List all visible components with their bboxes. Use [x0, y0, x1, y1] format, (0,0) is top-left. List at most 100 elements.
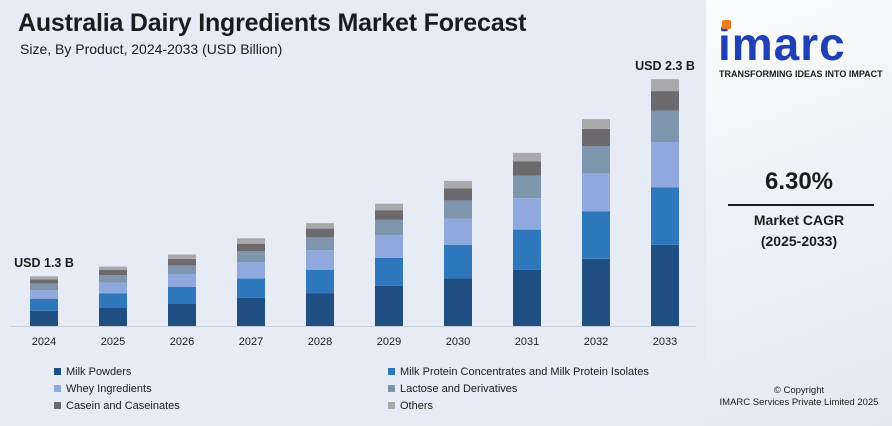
bar-2026-series-3 — [168, 265, 196, 275]
imarc-logo: imarc — [718, 20, 888, 67]
bar-2025-series-4 — [99, 269, 127, 276]
x-tick-label-2029: 2029 — [377, 336, 401, 348]
bar-2029-series-0 — [375, 285, 403, 326]
bar-2027-series-2 — [237, 262, 265, 279]
legend-swatch-0 — [54, 368, 61, 375]
bar-2026-series-4 — [168, 258, 196, 266]
legend-label-0: Milk Powders — [66, 365, 132, 378]
bar-2031-series-3 — [513, 175, 541, 199]
legend-label-2: Whey Ingredients — [66, 382, 152, 395]
bar-2033-series-5 — [651, 79, 679, 92]
bar-2027-series-0 — [237, 297, 265, 326]
cagr-divider — [728, 204, 874, 206]
bar-2026-series-5 — [168, 254, 196, 259]
cagr-value: 6.30% — [764, 168, 834, 195]
bar-2030-series-0 — [444, 278, 472, 326]
bar-2029-series-1 — [375, 257, 403, 286]
copyright-line-1: © Copyright — [773, 385, 825, 396]
bar-2025-series-0 — [99, 307, 127, 326]
chart-legend: Milk Powders Milk Protein Concentrates an… — [54, 364, 694, 413]
data-annotation-1: USD 2.3 B — [635, 59, 695, 73]
bar-2025-series-3 — [99, 275, 127, 283]
legend-label-3: Lactose and Derivatives — [400, 382, 518, 395]
bar-2024-series-3 — [30, 283, 58, 291]
x-tick-label-2032: 2032 — [584, 336, 608, 348]
bar-2024-series-4 — [30, 279, 58, 284]
bar-2033-series-1 — [651, 187, 679, 245]
bar-2028-series-0 — [306, 293, 334, 326]
chart-panel: Australia Dairy Ingredients Market Forec… — [0, 0, 706, 426]
bar-2031-series-0 — [513, 269, 541, 326]
bar-2031-series-5 — [513, 152, 541, 162]
bar-2028-series-2 — [306, 250, 334, 270]
legend-swatch-5 — [388, 402, 395, 409]
legend-item-3: Lactose and Derivatives — [388, 381, 688, 396]
x-tick-label-2028: 2028 — [308, 336, 332, 348]
legend-item-5: Others — [388, 398, 688, 413]
bar-2026-series-1 — [168, 287, 196, 304]
x-tick-label-2025: 2025 — [101, 336, 125, 348]
bar-2024-series-2 — [30, 290, 58, 299]
chart-title: Australia Dairy Ingredients Market Forec… — [18, 9, 527, 37]
bar-2030-series-5 — [444, 180, 472, 189]
bar-2031-series-1 — [513, 229, 541, 270]
cagr-period: (2025-2033) — [760, 233, 838, 249]
x-tick-label-2030: 2030 — [446, 336, 470, 348]
bar-2031-series-4 — [513, 161, 541, 176]
bar-2030-series-1 — [444, 244, 472, 279]
bar-2028-series-1 — [306, 269, 334, 294]
x-tick-label-2033: 2033 — [653, 336, 677, 348]
logo-dot — [722, 20, 731, 29]
brand-tagline: TRANSFORMING IDEAS INTO IMPACT — [719, 69, 883, 79]
x-tick-label-2024: 2024 — [32, 336, 56, 348]
legend-item-0: Milk Powders — [54, 364, 388, 379]
legend-label-1: Milk Protein Concentrates and Milk Prote… — [400, 365, 649, 378]
bar-2024-series-5 — [30, 276, 58, 280]
bar-2030-series-2 — [444, 218, 472, 245]
bar-2032-series-3 — [582, 146, 610, 174]
bar-2024-series-1 — [30, 298, 58, 311]
bar-2032-series-1 — [582, 211, 610, 259]
bar-2027-series-3 — [237, 251, 265, 263]
bar-2031-series-2 — [513, 198, 541, 230]
legend-item-2: Whey Ingredients — [54, 381, 388, 396]
bar-2030-series-4 — [444, 188, 472, 201]
bar-2033-series-3 — [651, 110, 679, 142]
bar-2027-series-4 — [237, 243, 265, 252]
bar-2027-series-1 — [237, 278, 265, 298]
cagr-box: 6.30% Market CAGR (2025-2033) — [706, 160, 892, 256]
x-tick-label-2026: 2026 — [170, 336, 194, 348]
bar-2028-series-4 — [306, 228, 334, 238]
copyright-line-2: IMARC Services Private Limited 2025 — [719, 397, 879, 408]
bar-2025-series-2 — [99, 282, 127, 294]
bar-2029-series-3 — [375, 219, 403, 236]
legend-item-4: Casein and Caseinates — [54, 398, 388, 413]
bar-2032-series-2 — [582, 173, 610, 212]
bar-2032-series-4 — [582, 129, 610, 147]
bar-2029-series-2 — [375, 235, 403, 258]
legend-item-1: Milk Protein Concentrates and Milk Prote… — [388, 364, 688, 379]
bar-2028-series-3 — [306, 237, 334, 251]
bar-2026-series-2 — [168, 274, 196, 287]
x-tick-label-2027: 2027 — [239, 336, 263, 348]
legend-label-4: Casein and Caseinates — [66, 399, 180, 412]
legend-label-5: Others — [400, 399, 434, 412]
cagr-label: Market CAGR — [753, 212, 845, 228]
bar-2025-series-5 — [99, 266, 127, 270]
bar-2025-series-1 — [99, 293, 127, 308]
copyright: © Copyright IMARC Services Private Limit… — [706, 385, 892, 409]
data-annotation-0: USD 1.3 B — [14, 256, 74, 270]
bar-2030-series-3 — [444, 200, 472, 219]
bar-2029-series-5 — [375, 203, 403, 211]
legend-swatch-3 — [388, 385, 395, 392]
bar-2032-series-0 — [582, 258, 610, 326]
bar-2032-series-5 — [582, 119, 610, 129]
brand-panel: imarc TRANSFORMING IDEAS INTO IMPACT 6.3… — [706, 0, 892, 426]
bar-2033-series-2 — [651, 142, 679, 188]
bar-2026-series-0 — [168, 303, 196, 326]
x-tick-label-2031: 2031 — [515, 336, 539, 348]
stacked-bar-chart: 2024 2025 2026 2027 2028 2029 2030 2031 2032 2033… — [10, 59, 696, 348]
bar-2033-series-4 — [651, 91, 679, 111]
bar-2033-series-0 — [651, 244, 679, 326]
legend-swatch-2 — [54, 385, 61, 392]
